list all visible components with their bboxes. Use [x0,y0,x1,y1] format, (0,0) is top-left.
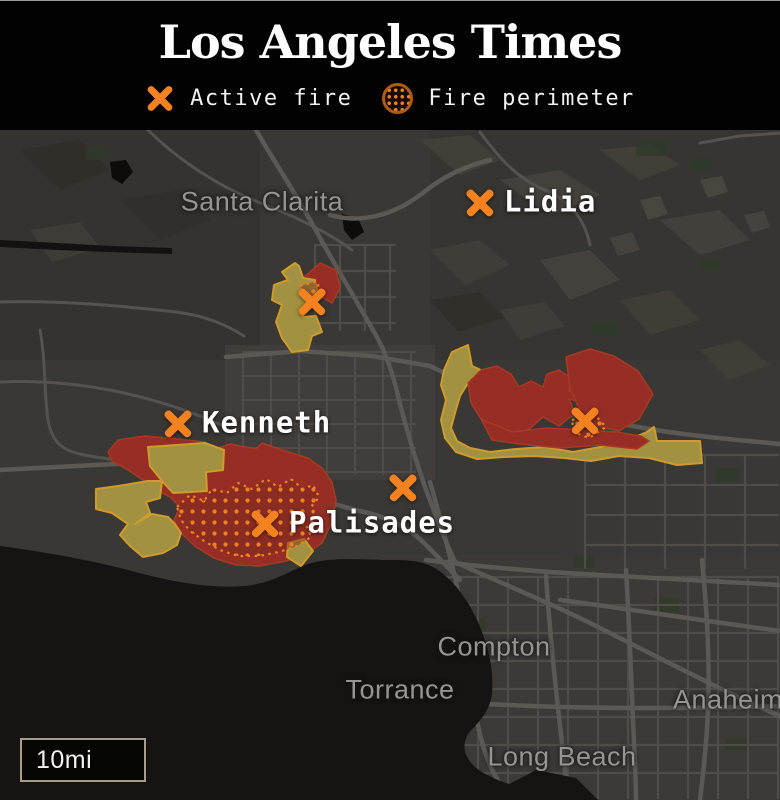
ocean [0,546,598,800]
evacuation-zone-polygons [440,344,703,466]
active-fire-x-icon [386,470,420,504]
active-fire-x-icon [463,185,497,219]
active-fire-x-icon [161,406,195,440]
active-fire-x-icon [248,506,282,540]
legend-item-active-fire: Active fire [145,84,352,114]
scale-label: 10mi [36,745,93,774]
legend-item-fire-perimeter: Fire perimeter [382,83,634,114]
la-times-logo: Los Angeles Times [158,15,623,69]
fire-marker-label: Kenneth [202,405,332,440]
active-fire-x-icon [295,284,329,318]
fire-perimeter-icon [382,83,414,114]
map-legend: Active fire Fire perimeter [0,83,780,114]
map[interactable]: 10mi Santa Clarita Compton Torrance Anaheim… [0,130,780,800]
legend-label-fire-perimeter: Fire perimeter [428,86,635,111]
active-fire-x-icon [568,403,602,437]
city-label: Santa Clarita [180,186,344,217]
fire-marker-label: Lidia [504,184,597,219]
fire-marker-label: Palisades [289,505,456,540]
city-label: Torrance [345,674,455,705]
legend-label-active-fire: Active fire [190,86,353,111]
header: Los Angeles Times Active fire Fire perim… [0,0,780,130]
city-label: Long Beach [487,741,637,772]
active-fire-x-icon [145,84,175,114]
city-label: Compton [437,631,551,662]
city-label: Anaheim [672,684,780,715]
scale-bar: 10mi [20,738,146,782]
